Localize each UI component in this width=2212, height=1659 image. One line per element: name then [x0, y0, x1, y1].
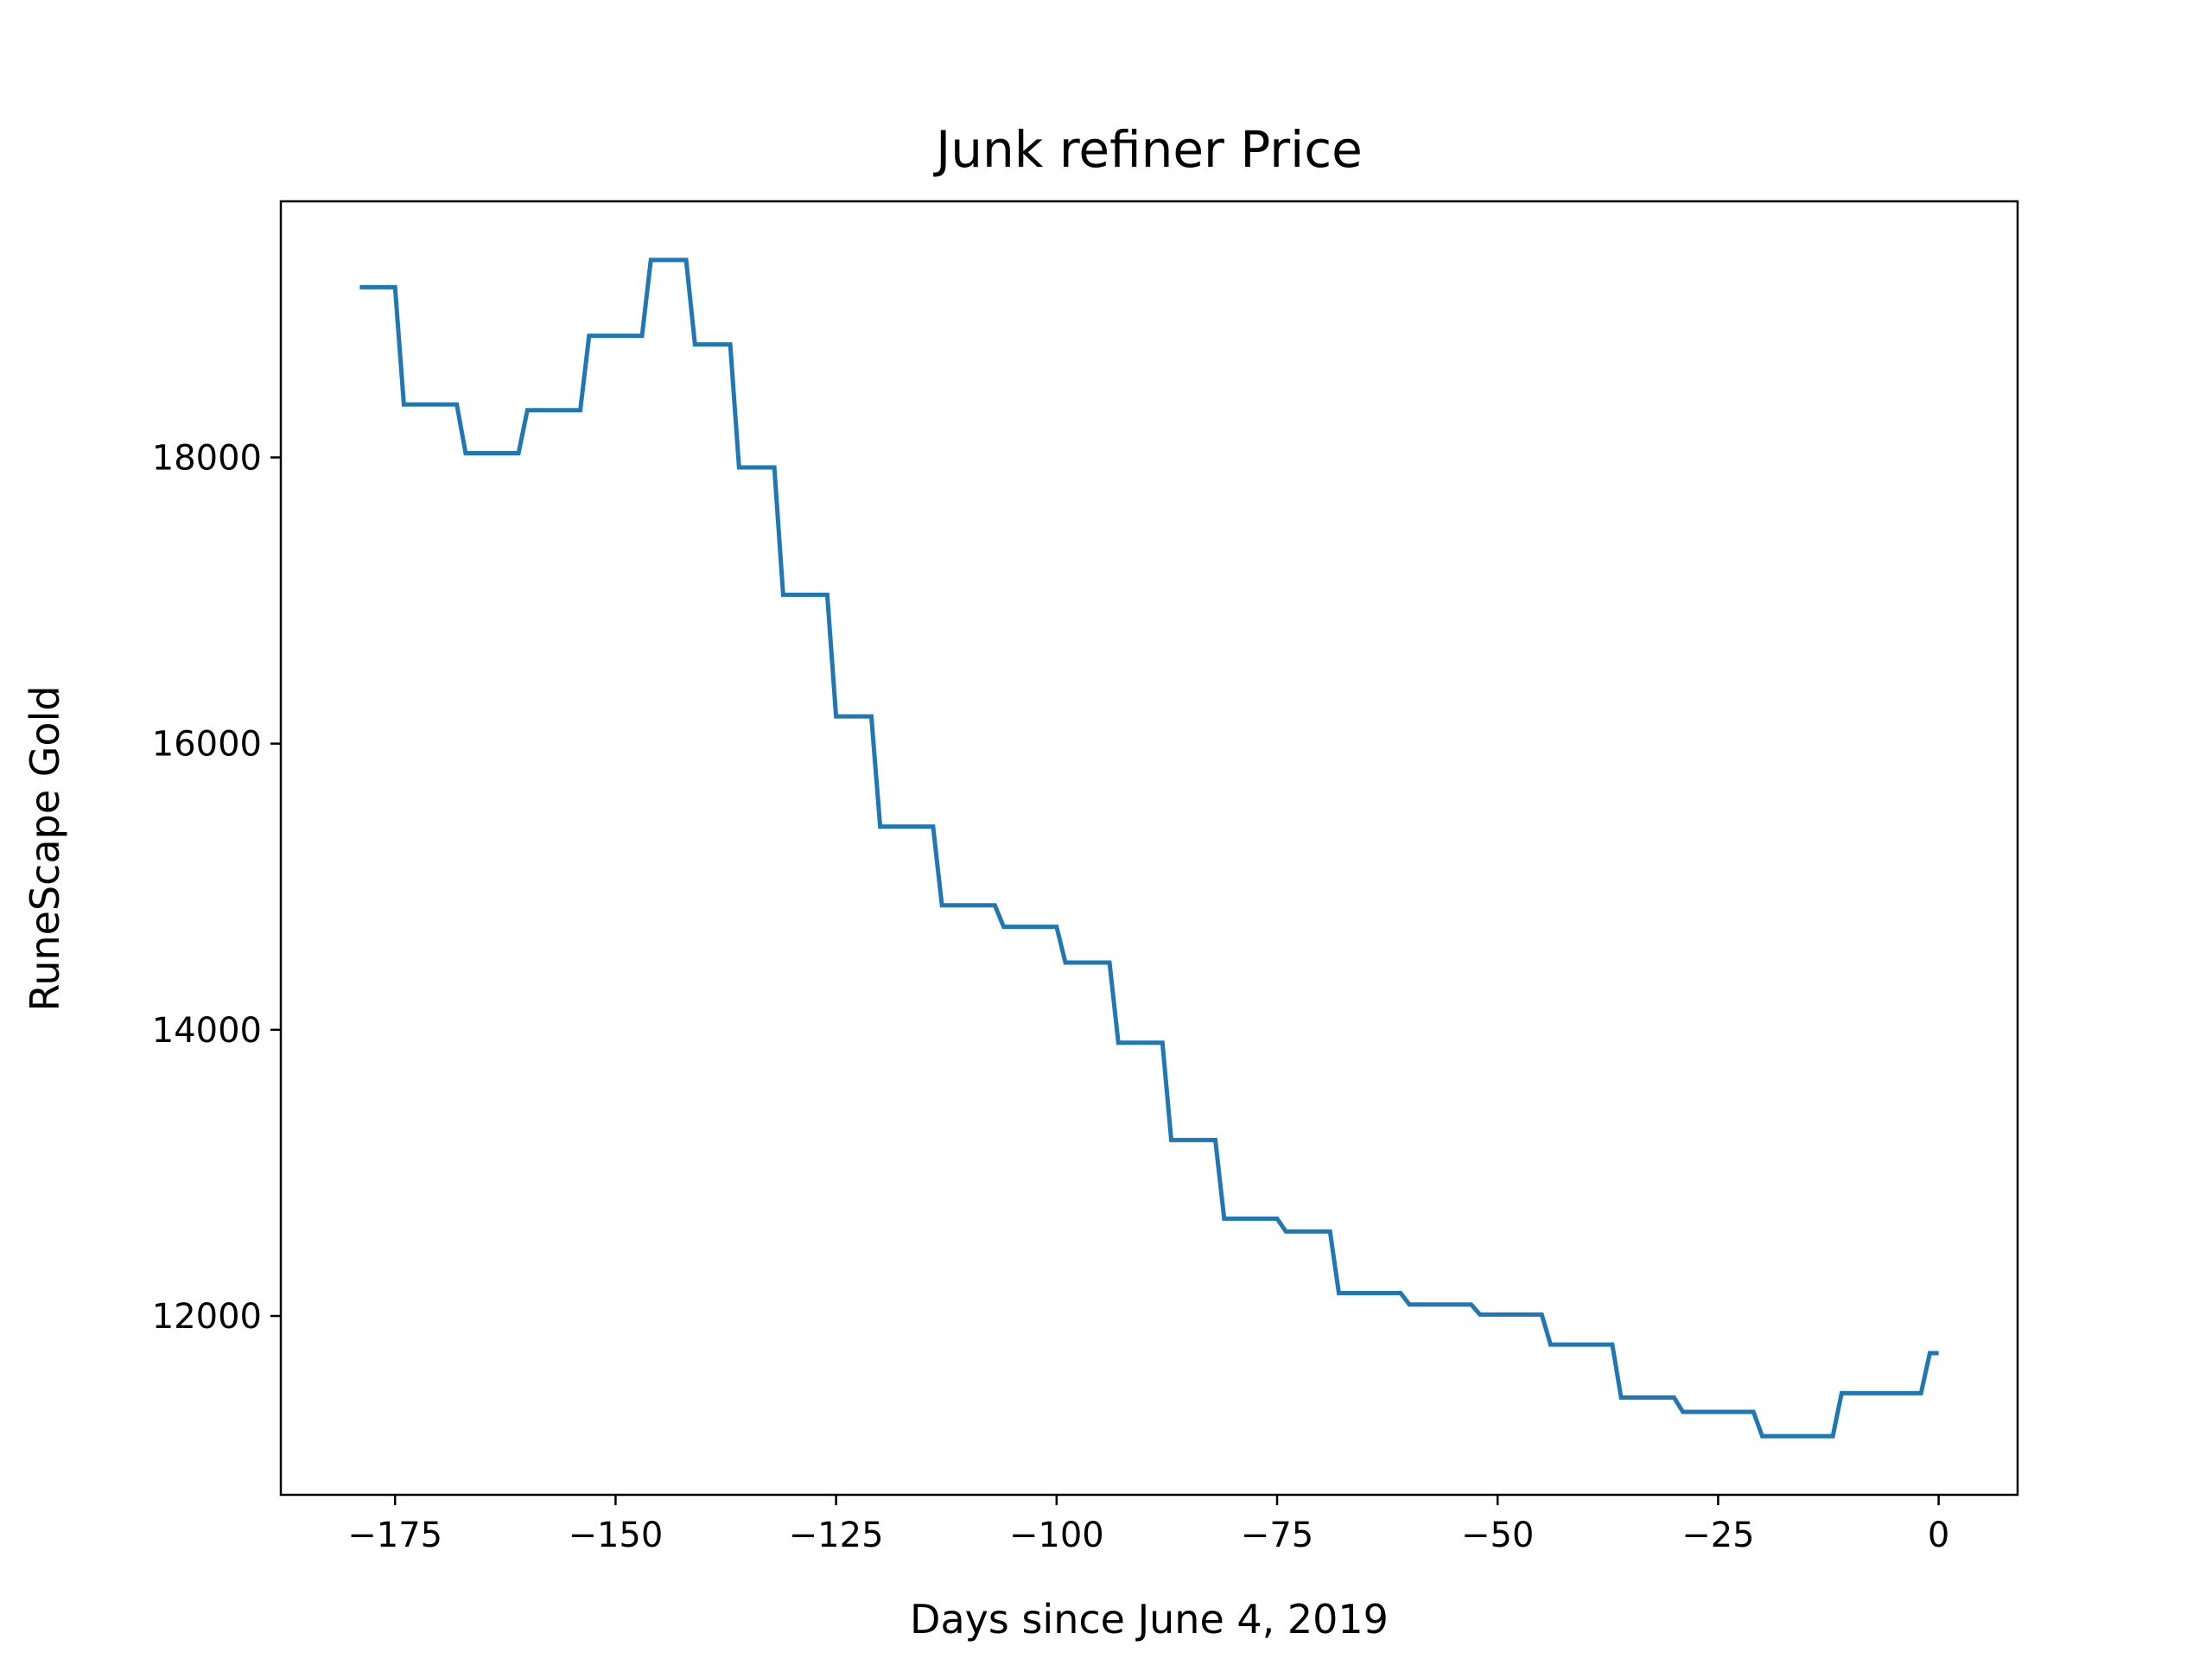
x-tick-label: 0 [1928, 1516, 1949, 1555]
x-tick-label: −150 [568, 1516, 663, 1555]
x-tick-label: −50 [1461, 1516, 1534, 1555]
chart-title: Junk refiner Price [933, 120, 1363, 179]
x-tick-label: −75 [1241, 1516, 1313, 1555]
y-axis-label: RuneScape Gold [22, 685, 68, 1011]
x-tick-label: −25 [1681, 1516, 1754, 1555]
y-tick-label: 14000 [152, 1011, 262, 1051]
y-tick-label: 18000 [152, 438, 262, 478]
plot-frame [279, 200, 2019, 1497]
price-line [359, 257, 1939, 1439]
y-tick-label: 12000 [152, 1297, 262, 1337]
x-tick-label: −175 [347, 1516, 442, 1555]
x-axis-label: Days since June 4, 2019 [910, 1596, 1389, 1643]
y-tick-label: 16000 [152, 725, 262, 765]
x-tick-label: −125 [789, 1516, 884, 1555]
x-tick-label: −100 [1009, 1516, 1104, 1555]
